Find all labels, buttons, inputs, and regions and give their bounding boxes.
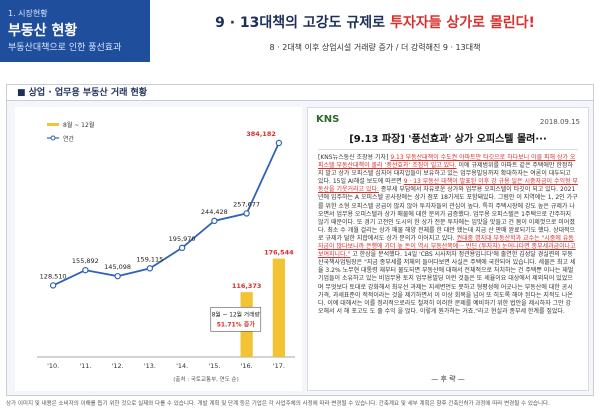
- article-highlight-3: 권대중 명지대 부동산학과 교수는 "시중에 유동자금이 많다보니까 은행에 가…: [318, 234, 576, 259]
- footer-disclaimer: 상가 이미지 및 내용은 소비자의 이해를 돕기 위한 것으로 실제와 다를 수…: [6, 401, 550, 407]
- x-tick-label: '17.: [273, 362, 285, 370]
- article-highlight-1: 9.13 부동산대책이 수도권 아파트만 타깃으로 하다보니 이를 피해 상가 …: [318, 154, 576, 170]
- bar-label: 176,544: [264, 249, 294, 257]
- panel-title: ■ 상업 · 업무용 부동산 거래 현황: [7, 85, 593, 101]
- line-point: [146, 265, 154, 272]
- article-end: — 후 략 —: [431, 375, 465, 383]
- x-tick-label: '13.: [144, 362, 156, 370]
- chart-source: (출처 : 국토교통부, 연도 순): [173, 375, 239, 383]
- article-highlight-2: 9 · 13 부동산 대책이 발표된 이후 강 규용 일은 시중자금이 수익형 …: [318, 178, 578, 194]
- line-series: [52, 142, 280, 287]
- x-tick-label: '12.: [112, 362, 124, 370]
- article-body: [KNS뉴스통신 조창용 기자] 9.13 부동산대책이 수도권 아파트만 타깃…: [318, 154, 578, 378]
- page-subtitle: 부동산대책으로 인한 풍선효과: [8, 43, 122, 53]
- article-lead: [KNS뉴스통신 조창용 기자]: [318, 154, 391, 161]
- article-date: 2018.09.15: [539, 118, 580, 126]
- section-label: 1. 시장현황: [8, 9, 48, 18]
- main-headline-prefix: 9 · 13대책의 고강도 규제로: [215, 15, 390, 31]
- article-text-1: 이에 규제범위를 아파트 같은 주택에만 한정하지 말고 상가 오피스텔 심지어…: [318, 162, 573, 186]
- callout-line-1: 8월 ~ 12월 거래량: [212, 310, 261, 318]
- line-data-label: 384,182: [246, 130, 276, 138]
- main-headline: 9 · 13대책의 고강도 규제로 투자자들 상가로 몰린다!: [150, 12, 600, 32]
- x-tick-label: '16.: [241, 362, 253, 370]
- legend-line-marker: [50, 135, 56, 141]
- article-text-2: 종부세 부담에서 자유로운 상가와 업무용 오피스텔이 타깃이 되고 있다. 2…: [318, 186, 578, 242]
- news-article: KNS 2018.09.15 [9.13 파장] '풍선효과' 상가 오피스텔 …: [307, 107, 589, 391]
- legend-line-label: 연간: [63, 135, 75, 143]
- x-tick-label: '10.: [47, 362, 59, 370]
- legend-bar-swatch: [47, 123, 59, 126]
- line-data-label: 244,428: [201, 208, 228, 216]
- line-data-label: 159,115: [136, 255, 163, 263]
- line-point: [82, 266, 89, 274]
- main-subheadline: 8 · 2대책 이후 상업시설 거래량 증가 / 더 강력해진 9 · 13대책: [269, 43, 481, 52]
- bar-label: 116,373: [232, 282, 262, 290]
- line-point: [114, 272, 121, 280]
- line-point: [275, 139, 283, 147]
- header-left-panel: 1. 시장현황 부동산 현황 부동산대책으로 인한 풍선효과: [0, 0, 150, 62]
- line-data-label: 155,892: [72, 257, 99, 265]
- article-text-3: 고 한상을 분석했다. 14일 'CBS 시사저자 정관용입니다'에 출연한 김…: [318, 251, 576, 315]
- line-data-label: 195,970: [169, 235, 196, 243]
- callout-box: [210, 306, 262, 332]
- line-data-label: 257,677: [233, 200, 260, 208]
- x-tick-label: '14.: [176, 362, 188, 370]
- x-tick-label: '11.: [79, 362, 91, 370]
- main-headline-highlight: 투자자들 상가로 몰린다!: [389, 15, 535, 31]
- line-point: [49, 282, 57, 289]
- line-point: [243, 210, 250, 217]
- x-tick-label: '15.: [208, 362, 220, 370]
- line-point: [211, 217, 218, 225]
- article-title: [9.13 파장] '풍선효과' 상가 오피스텔 몰려···: [318, 130, 578, 150]
- news-logo: KNS: [316, 114, 340, 125]
- bar: [272, 258, 286, 357]
- line-data-label: 145,098: [104, 263, 131, 271]
- page-title: 부동산 현황: [8, 23, 78, 39]
- callout-line-2: 51.71% 증가: [217, 320, 256, 328]
- legend-bar-label: 8월 ~ 12월: [63, 121, 94, 129]
- line-point: [178, 244, 186, 252]
- line-data-label: 128,510: [40, 272, 67, 280]
- chart-background: [15, 107, 302, 391]
